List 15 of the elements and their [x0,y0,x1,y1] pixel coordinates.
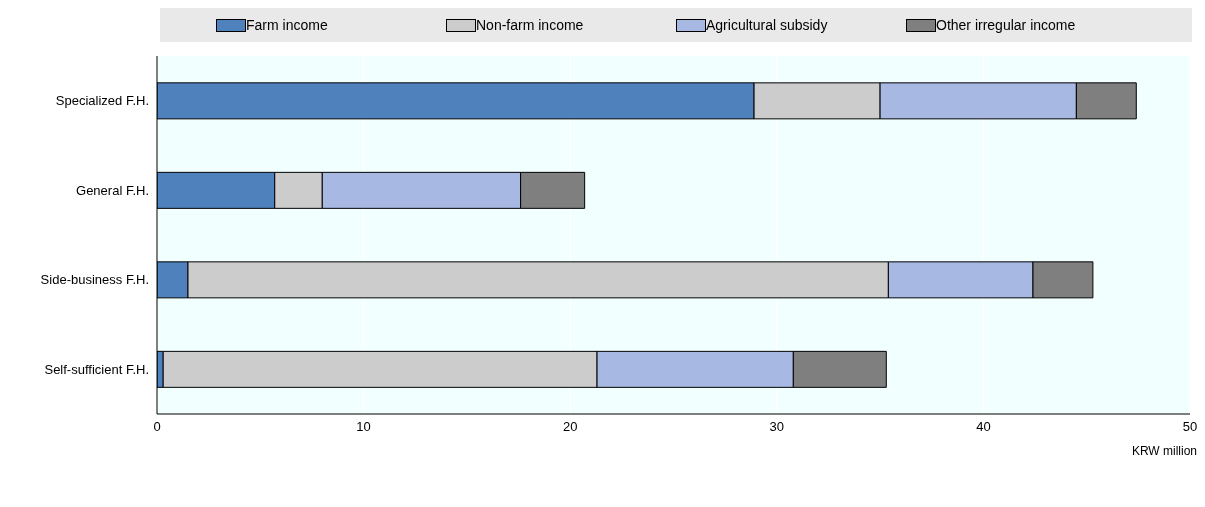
x-tick-label: 10 [356,419,371,435]
x-tick-label: 50 [1182,419,1198,435]
legend-label: Agricultural subsidy [706,17,828,33]
x-tick-label: 20 [562,419,578,435]
x-axis-title: KRW million [1131,444,1197,458]
y-tick-label: General F.H. [76,182,149,198]
y-tick-label: Side-business F.H. [40,272,149,288]
legend-label: Other irregular income [936,17,1076,33]
legend-label: Non-farm income [476,17,584,33]
legend-label: Farm income [246,17,328,33]
x-tick-label: 40 [976,419,991,435]
x-tick-label: 0 [153,419,161,435]
y-tick-label: Self-sufficient F.H. [44,361,149,377]
x-tick-label: 30 [769,419,785,435]
y-tick-label: Specialized F.H. [55,93,149,109]
